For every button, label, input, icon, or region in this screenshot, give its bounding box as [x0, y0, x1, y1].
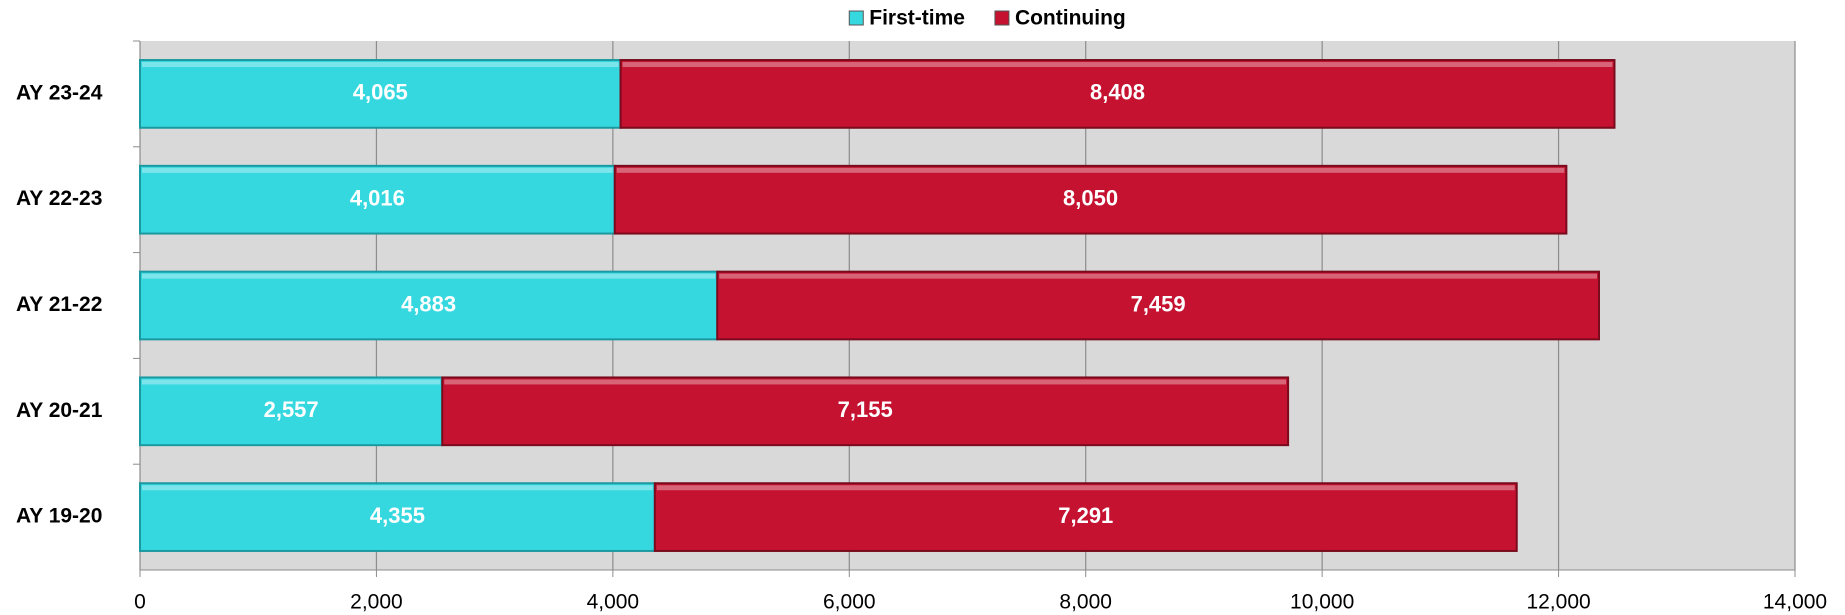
bar-highlight: [142, 379, 441, 385]
bar-highlight: [616, 167, 1565, 173]
x-tick-label: 2,000: [350, 591, 403, 614]
bar: [716, 270, 1601, 341]
x-tick-label: 10,000: [1290, 591, 1354, 614]
x-tick-label: 0: [134, 591, 146, 614]
bar-highlight: [142, 273, 716, 279]
x-tick-label: 14,000: [1763, 591, 1827, 614]
x-tick-label: 8,000: [1059, 591, 1112, 614]
bar: [613, 164, 1568, 235]
y-tick-label: AY 21-22: [16, 293, 102, 316]
data-label: 8,050: [1063, 186, 1118, 211]
data-label: 7,155: [838, 397, 893, 422]
y-tick-label: AY 19-20: [16, 505, 102, 528]
bar: [619, 59, 1616, 129]
data-label: 2,557: [264, 397, 319, 422]
x-tick-label: 12,000: [1526, 591, 1590, 614]
bar-highlight: [142, 485, 653, 491]
y-tick-label: AY 23-24: [16, 81, 103, 104]
legend-label: First-time: [869, 7, 965, 30]
x-tick-label: 4,000: [587, 591, 640, 614]
bar-highlight: [719, 273, 1598, 279]
legend-swatch: [994, 10, 1010, 26]
bar: [139, 164, 616, 235]
data-label: 4,883: [401, 291, 456, 316]
bar-highlight: [656, 485, 1515, 491]
bar: [441, 376, 1290, 447]
bar: [653, 482, 1518, 552]
bar-highlight: [142, 62, 619, 68]
data-label: 7,291: [1058, 503, 1113, 528]
data-label: 4,065: [353, 80, 408, 105]
bar: [139, 376, 444, 447]
data-label: 8,408: [1090, 80, 1145, 105]
x-tick-label: 6,000: [823, 591, 876, 614]
data-label: 7,459: [1131, 291, 1186, 316]
legend-label: Continuing: [1015, 7, 1126, 30]
bar-highlight: [622, 62, 1613, 68]
y-tick-label: AY 20-21: [16, 399, 103, 422]
y-tick-label: AY 22-23: [16, 187, 102, 210]
bar: [139, 59, 622, 129]
bar-highlight: [444, 379, 1287, 385]
legend-swatch: [848, 10, 864, 26]
data-label: 4,355: [370, 503, 425, 528]
bar-highlight: [142, 167, 613, 173]
data-label: 4,016: [350, 186, 405, 211]
